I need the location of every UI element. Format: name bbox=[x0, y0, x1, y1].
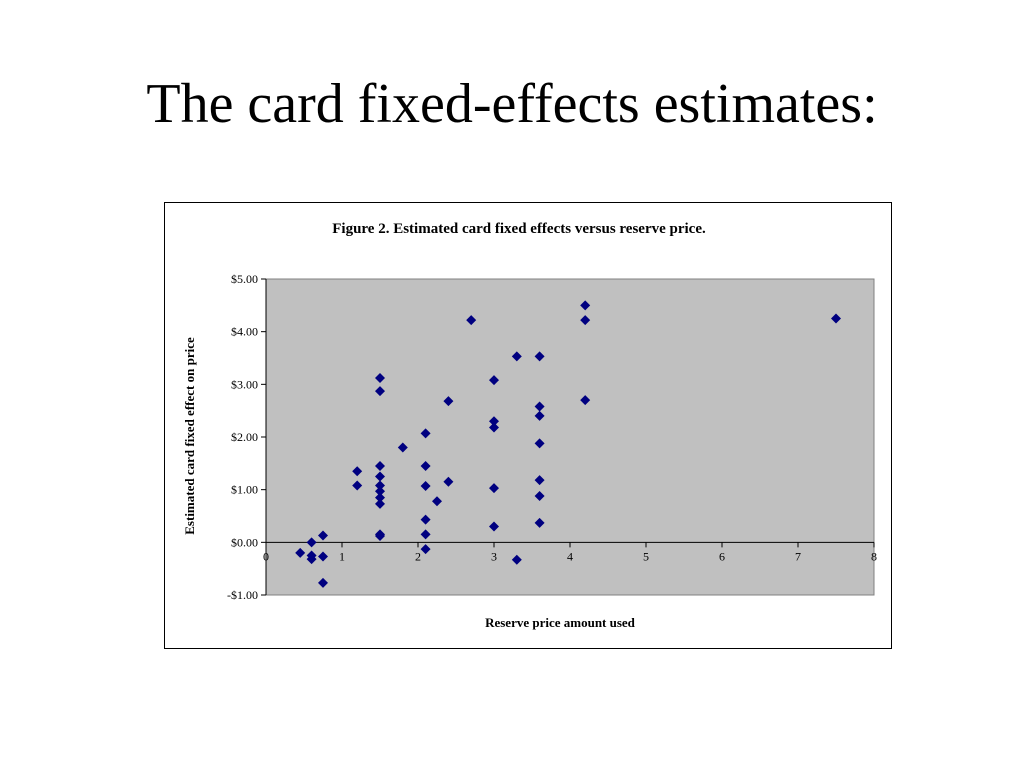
data-point bbox=[420, 514, 431, 525]
data-point bbox=[511, 351, 522, 362]
y-tick-label: $3.00 bbox=[231, 377, 258, 391]
y-tick-label: $1.00 bbox=[231, 483, 258, 497]
data-points bbox=[295, 300, 841, 588]
data-point bbox=[295, 547, 306, 558]
data-point bbox=[375, 486, 385, 497]
data-point bbox=[420, 529, 431, 540]
data-point bbox=[318, 530, 328, 541]
data-point bbox=[534, 475, 545, 486]
data-point bbox=[306, 554, 317, 565]
data-point bbox=[375, 373, 385, 384]
figure-frame: Figure 2. Estimated card fixed effects v… bbox=[164, 202, 892, 649]
y-tick-label: $2.00 bbox=[231, 430, 258, 444]
data-point bbox=[420, 428, 431, 439]
data-point bbox=[375, 460, 385, 471]
scatter-chart: Figure 2. Estimated card fixed effects v… bbox=[182, 221, 877, 630]
data-point bbox=[489, 422, 499, 433]
data-point bbox=[318, 551, 328, 562]
x-tick-label: 5 bbox=[643, 549, 649, 563]
chart-title: Figure 2. Estimated card fixed effects v… bbox=[332, 221, 706, 237]
data-point bbox=[352, 466, 363, 477]
data-point bbox=[489, 521, 499, 532]
slide-title: The card fixed-effects estimates: bbox=[146, 73, 878, 135]
data-point bbox=[352, 480, 363, 491]
data-point bbox=[580, 300, 591, 311]
data-point bbox=[306, 537, 317, 548]
data-point bbox=[375, 386, 385, 397]
data-point bbox=[375, 498, 385, 509]
data-point bbox=[432, 496, 442, 507]
y-axis-label: Estimated card fixed effect on price bbox=[182, 337, 197, 535]
data-point bbox=[443, 396, 454, 407]
x-tick-label: 3 bbox=[491, 549, 497, 563]
data-point bbox=[375, 492, 385, 503]
data-point bbox=[580, 395, 591, 406]
data-point bbox=[534, 351, 545, 362]
data-point bbox=[443, 476, 454, 487]
data-point bbox=[534, 410, 545, 421]
data-point bbox=[420, 544, 431, 555]
x-axis: 0 1 2 3 4 5 6 7 8 bbox=[263, 541, 877, 563]
data-point bbox=[580, 315, 591, 326]
data-point bbox=[466, 315, 477, 326]
data-point bbox=[375, 531, 385, 542]
data-point bbox=[375, 471, 385, 482]
x-tick-label: 2 bbox=[415, 549, 421, 563]
data-point bbox=[420, 460, 431, 471]
data-point bbox=[397, 442, 408, 453]
data-point bbox=[534, 401, 545, 412]
x-tick-label: 4 bbox=[567, 549, 573, 563]
data-point bbox=[831, 313, 841, 324]
x-axis-label: Reserve price amount used bbox=[485, 615, 636, 630]
data-point bbox=[534, 438, 545, 449]
data-point bbox=[534, 490, 545, 501]
y-tick-label: $5.00 bbox=[231, 272, 258, 286]
x-tick-label: 0 bbox=[263, 549, 269, 563]
y-axis: $5.00 $4.00 $3.00 $2.00 $1.00 $0.00 -$1.00 bbox=[227, 272, 267, 602]
data-point bbox=[489, 483, 499, 494]
x-tick-label: 8 bbox=[871, 549, 877, 563]
y-tick-label: -$1.00 bbox=[227, 588, 258, 602]
data-point bbox=[489, 416, 499, 427]
data-point bbox=[534, 517, 545, 528]
x-tick-label: 1 bbox=[339, 549, 345, 563]
data-point bbox=[511, 554, 522, 565]
x-tick-label: 7 bbox=[795, 549, 801, 563]
y-tick-label: $0.00 bbox=[231, 535, 258, 549]
x-tick-label: 6 bbox=[719, 549, 725, 563]
data-point bbox=[318, 577, 328, 588]
data-point bbox=[375, 480, 385, 491]
y-tick-label: $4.00 bbox=[231, 325, 258, 339]
data-point bbox=[420, 480, 431, 491]
plot-area bbox=[265, 278, 875, 596]
data-point bbox=[489, 375, 499, 386]
